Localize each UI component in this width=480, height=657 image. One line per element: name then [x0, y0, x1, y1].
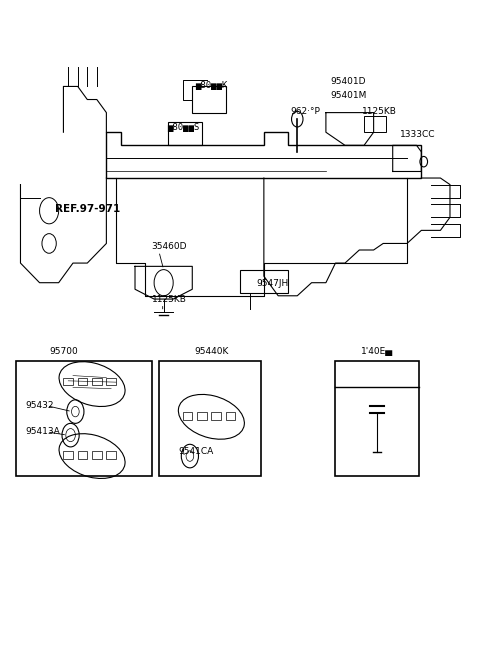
Text: 9547JH: 9547JH: [257, 279, 289, 288]
Text: 1'40E▅: 1'40E▅: [361, 347, 394, 356]
Bar: [159, 361, 262, 476]
Text: 95413A: 95413A: [25, 427, 60, 436]
Text: 962·°P: 962·°P: [290, 107, 320, 116]
Text: 95401M: 95401M: [331, 91, 367, 99]
Bar: [107, 378, 116, 386]
Bar: [78, 451, 87, 459]
Bar: [197, 412, 206, 420]
Bar: [168, 122, 202, 145]
Text: 1125KB: 1125KB: [362, 107, 396, 116]
Bar: [183, 412, 192, 420]
Text: ▅80▅▅K: ▅80▅▅K: [195, 81, 228, 90]
Bar: [63, 451, 73, 459]
Text: 9541CA: 9541CA: [178, 447, 213, 456]
Bar: [240, 269, 288, 292]
Bar: [364, 116, 385, 132]
Text: 95440K: 95440K: [194, 347, 228, 356]
Text: REF.97-971: REF.97-971: [55, 204, 120, 214]
Bar: [336, 361, 419, 476]
Bar: [192, 87, 226, 112]
Bar: [92, 451, 102, 459]
Bar: [16, 361, 152, 476]
Bar: [226, 412, 235, 420]
Text: 1333CC: 1333CC: [400, 130, 435, 139]
Bar: [63, 378, 73, 386]
Bar: [211, 412, 221, 420]
Bar: [92, 378, 102, 386]
Text: 95700: 95700: [49, 347, 78, 356]
Bar: [107, 451, 116, 459]
Text: 1125KB: 1125KB: [152, 294, 187, 304]
Text: ▅80▅▅S: ▅80▅▅S: [167, 124, 199, 132]
Text: 95401D: 95401D: [331, 78, 366, 87]
Text: 95432: 95432: [25, 401, 54, 410]
Bar: [78, 378, 87, 386]
Text: 35460D: 35460D: [152, 242, 187, 251]
